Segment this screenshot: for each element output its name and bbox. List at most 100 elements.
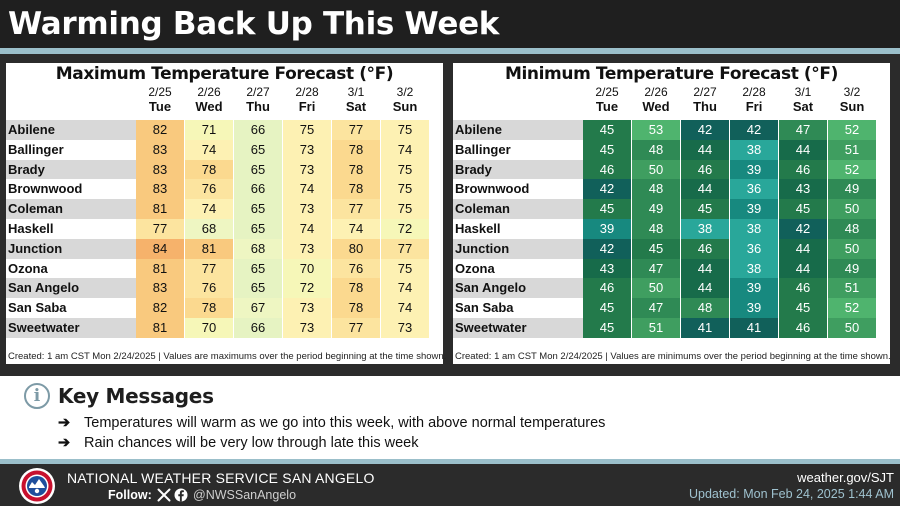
- temperature-cell: 73: [283, 318, 332, 338]
- temperature-cell: 76: [332, 258, 381, 279]
- temperature-cell: 73: [283, 298, 332, 318]
- temperature-cell: 74: [283, 179, 332, 200]
- temperature-cell: 39: [583, 219, 632, 239]
- temperature-cell: 81: [136, 258, 185, 279]
- city-name: Junction: [453, 238, 583, 259]
- temperature-cell: 70: [185, 318, 234, 338]
- arrow-icon: ➔: [58, 435, 71, 451]
- temperature-cell: 65: [234, 199, 283, 219]
- temperature-cell: 46: [779, 159, 828, 180]
- temperature-cell: 45: [779, 298, 828, 318]
- temperature-cell: 45: [583, 120, 632, 140]
- temperature-cell: 49: [632, 199, 681, 219]
- temperature-cell: 42: [583, 179, 632, 200]
- temperature-cell: 49: [828, 179, 877, 200]
- column-header: 2/27 Thu: [681, 85, 729, 114]
- temperature-cell: 42: [730, 120, 779, 140]
- column-day: Sun: [392, 99, 418, 114]
- column-header: 2/25 Tue: [136, 85, 184, 114]
- temperature-cell: 66: [234, 120, 283, 140]
- min-table-title: Minimum Temperature Forecast (°F): [504, 64, 838, 84]
- info-icon: i: [24, 383, 50, 409]
- temperature-cell: 36: [730, 238, 779, 259]
- updated-timestamp: Updated: Mon Feb 24, 2025 1:44 AM: [689, 487, 894, 501]
- social-handle-link[interactable]: @NWSSanAngelo: [193, 488, 297, 502]
- temperature-cell: 74: [332, 219, 381, 239]
- temperature-cell: 43: [779, 179, 828, 200]
- temperature-cell: 77: [136, 219, 185, 239]
- city-name: Ballinger: [455, 141, 511, 157]
- temperature-cell: 47: [632, 298, 681, 318]
- city-name: Brownwood: [455, 181, 530, 197]
- temperature-cell: 74: [381, 298, 430, 318]
- column-header: 2/26 Wed: [632, 85, 680, 114]
- temperature-cell: 50: [632, 159, 681, 180]
- column-header: 3/2 Sun: [828, 85, 876, 114]
- temperature-cell: 72: [381, 219, 430, 239]
- column-day: Tue: [595, 99, 619, 114]
- column-day: Tue: [148, 99, 172, 114]
- facebook-icon[interactable]: [174, 488, 188, 502]
- city-name: Sweetwater: [453, 318, 583, 338]
- temperature-cell: 65: [234, 258, 283, 279]
- temperature-cell: 45: [681, 199, 730, 219]
- key-messages-panel: [0, 376, 900, 459]
- temperature-cell: 46: [779, 278, 828, 299]
- temperature-cell: 68: [185, 219, 234, 239]
- table-row: San Angelo 46 50 44 39 46 51: [453, 278, 890, 299]
- city-name: Abilene: [6, 120, 136, 140]
- city-name: Haskell: [455, 221, 501, 236]
- temperature-cell: 48: [632, 139, 681, 160]
- column-header: 2/26 Wed: [185, 85, 233, 114]
- table-row: Coleman 45 49 45 39 45 50: [453, 199, 890, 219]
- temperature-cell: 44: [779, 238, 828, 259]
- temperature-cell: 75: [381, 258, 430, 279]
- max-table-footnote: Created: 1 am CST Mon 2/24/2025 | Values…: [8, 351, 447, 362]
- column-day: Wed: [642, 99, 670, 114]
- temperature-cell: 77: [332, 120, 381, 140]
- temperature-cell: 83: [136, 278, 185, 299]
- x-social-icon[interactable]: [157, 488, 171, 502]
- city-name: Ozona: [8, 260, 48, 276]
- max-temperature-table: Maximum Temperature Forecast (°F) Create…: [6, 63, 447, 364]
- temperature-cell: 71: [185, 120, 234, 140]
- temperature-cell: 52: [828, 159, 877, 180]
- table-row: Ozona 81 77 65 70 76 75: [6, 258, 443, 279]
- office-name: NATIONAL WEATHER SERVICE SAN ANGELO: [67, 470, 375, 486]
- temperature-cell: 46: [779, 318, 828, 338]
- temperature-cell: 81: [136, 199, 185, 219]
- city-name: San Saba: [8, 300, 67, 316]
- column-date: 2/26: [644, 85, 668, 99]
- temperature-cell: 65: [234, 139, 283, 160]
- temperature-cell: 42: [779, 219, 828, 239]
- temperature-cell: 68: [234, 238, 283, 259]
- temperature-cell: 50: [828, 318, 877, 338]
- column-date: 2/27: [693, 85, 717, 99]
- temperature-cell: 73: [283, 159, 332, 180]
- temperature-cell: 48: [681, 298, 730, 318]
- temperature-cell: 42: [681, 120, 730, 140]
- temperature-cell: 48: [632, 219, 681, 239]
- table-row: Junction 84 81 68 73 80 77: [6, 238, 443, 259]
- temperature-cell: 44: [681, 278, 730, 299]
- table-row: Ballinger 45 48 44 38 44 51: [453, 139, 890, 160]
- accent-stripe: [0, 48, 900, 54]
- temperature-cell: 78: [185, 159, 234, 180]
- temperature-cell: 75: [381, 179, 430, 200]
- table-row: Coleman 81 74 65 73 77 75: [6, 199, 443, 219]
- city-name: Brady: [453, 159, 583, 180]
- temperature-cell: 45: [583, 139, 632, 160]
- column-header: 3/2 Sun: [381, 85, 429, 114]
- column-day: Wed: [195, 99, 223, 114]
- column-header: 2/25 Tue: [583, 85, 631, 114]
- temperature-cell: 82: [136, 298, 185, 318]
- temperature-cell: 73: [283, 139, 332, 160]
- temperature-cell: 75: [381, 199, 430, 219]
- table-row: San Angelo 83 76 65 72 78 74: [6, 278, 443, 299]
- temperature-cell: 73: [283, 238, 332, 259]
- temperature-cell: 76: [185, 179, 234, 200]
- temperature-cell: 74: [381, 278, 430, 299]
- temperature-cell: 50: [828, 238, 877, 259]
- website-link[interactable]: weather.gov/SJT: [797, 470, 894, 485]
- temperature-cell: 65: [234, 159, 283, 180]
